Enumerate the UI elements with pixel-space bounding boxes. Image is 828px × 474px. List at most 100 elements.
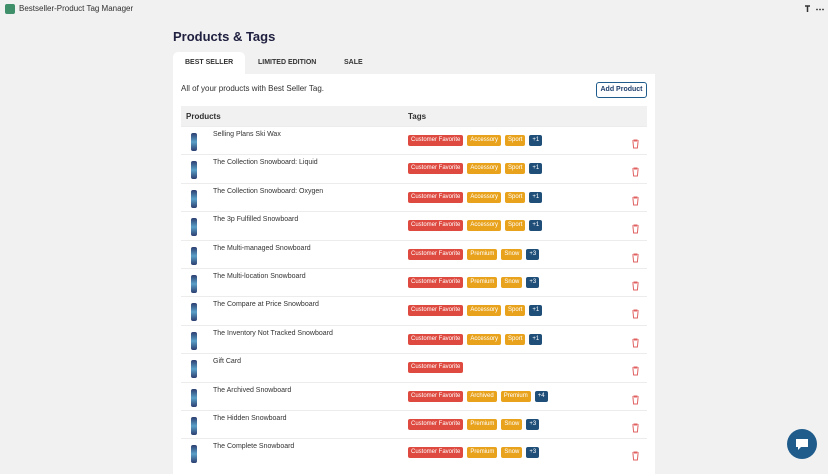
tag: Customer Favorite (408, 135, 464, 146)
more-tags[interactable]: +1 (529, 191, 543, 203)
trash-icon (632, 338, 639, 348)
tag: Accessory (467, 333, 502, 345)
trash-icon (632, 139, 639, 149)
tag: Accessory (467, 163, 502, 175)
tag: Customer Favorite (408, 305, 464, 317)
tag-list: Customer Favorite Archived Premium +4 (408, 390, 548, 402)
product-image (191, 360, 197, 379)
tag-list: Customer Favorite Premium Snow +3 (408, 419, 540, 430)
product-image (191, 303, 197, 322)
top-bar (0, 0, 828, 18)
tag: Sport (505, 135, 526, 146)
product-name: The Inventory Not Tracked Snowboard (213, 329, 333, 337)
product-name: The Hidden Snowboard (213, 415, 287, 422)
more-tags[interactable]: +3 (526, 447, 540, 459)
tag: Customer Favorite (408, 362, 464, 374)
trash-icon (632, 309, 639, 319)
product-name: Selling Plans Ski Wax (213, 131, 281, 138)
chat-icon (796, 439, 808, 450)
tag: Snow (501, 248, 523, 260)
more-tags[interactable]: +1 (529, 135, 543, 146)
tag-list: Customer Favorite Accessory Sport +1 (408, 220, 543, 232)
product-name: The Multi-managed Snowboard (213, 244, 311, 252)
product-name: The Multi-location Snowboard (213, 273, 306, 280)
delete-button[interactable] (631, 306, 640, 324)
table-row: The Compare at Price Snowboard Customer F… (181, 296, 647, 325)
delete-button[interactable] (631, 193, 640, 211)
tag-list: Customer Favorite (408, 362, 464, 374)
tag: Premium (500, 390, 531, 402)
tag-list: Customer Favorite Accessory Sport +1 (408, 191, 543, 203)
more-tags[interactable]: +3 (526, 277, 540, 288)
delete-button[interactable] (631, 448, 640, 466)
product-name: The Collection Snowboard: Oxygen (213, 187, 324, 195)
tag-list: Customer Favorite Accessory Sport +1 (408, 305, 543, 317)
table-row: The 3p Fulfilled Snowboard Customer Favor… (181, 211, 647, 240)
tag: Snow (501, 419, 523, 430)
top-icons[interactable] (804, 5, 824, 14)
tag: Premium (467, 277, 498, 288)
delete-button[interactable] (631, 278, 640, 296)
table-row: Selling Plans Ski Wax Customer Favorite Ac… (181, 126, 647, 155)
delete-button[interactable] (631, 136, 640, 154)
tag: Sport (505, 220, 526, 232)
app-title: Bestseller-Product Tag Manager (19, 4, 134, 13)
more-tags[interactable]: +1 (529, 220, 543, 232)
table-row: The Collection Snowboard: Oxygen Customer… (181, 182, 647, 212)
more-tags[interactable]: +4 (534, 390, 548, 402)
tag: Customer Favorite (408, 163, 464, 175)
tab[interactable]: BEST SELLER (173, 52, 246, 74)
chat-button[interactable] (787, 429, 817, 459)
trash-icon (632, 196, 639, 206)
column-header: Tags (408, 112, 427, 121)
tag: Customer Favorite (408, 447, 464, 459)
tag: Customer Favorite (408, 419, 464, 430)
delete-button[interactable] (631, 250, 640, 268)
product-image (191, 161, 197, 180)
tag: Premium (467, 447, 498, 459)
more-tags[interactable]: +3 (526, 419, 540, 430)
table-row: The Archived Snowboard Customer Favorite A… (181, 381, 647, 411)
add-product-button[interactable]: Add Product (596, 82, 647, 98)
delete-button[interactable] (631, 164, 640, 182)
trash-icon (632, 451, 639, 461)
tag: Accessory (467, 135, 502, 146)
tag: Customer Favorite (408, 333, 464, 345)
tag: Customer Favorite (408, 248, 464, 260)
delete-button[interactable] (631, 392, 640, 410)
trash-icon (632, 281, 639, 291)
tag: Sport (505, 191, 526, 203)
table-header (181, 106, 647, 126)
trash-icon (632, 423, 639, 433)
delete-button[interactable] (631, 363, 640, 381)
tab[interactable]: SALE (344, 59, 363, 66)
product-image (191, 331, 197, 350)
tag: Sport (505, 163, 526, 175)
more-tags[interactable]: +1 (529, 305, 543, 317)
tab[interactable]: LIMITED EDITION (258, 59, 317, 66)
product-image (191, 133, 197, 151)
product-name: Gift Card (213, 358, 242, 366)
product-name: The Complete Snowboard (213, 443, 295, 451)
delete-button[interactable] (631, 335, 640, 353)
product-name: The Archived Snowboard (213, 386, 292, 394)
column-header: Products (186, 112, 221, 121)
table-row: The Multi-managed Snowboard Customer Favo… (181, 239, 647, 269)
trash-icon (632, 366, 639, 376)
more-tags[interactable]: +1 (529, 163, 543, 175)
table-row: Gift Card Customer Favorite (181, 353, 647, 382)
product-image (191, 275, 197, 293)
tag: Accessory (467, 220, 502, 232)
table-row: The Collection Snowboard: Liquid Customer… (181, 154, 647, 183)
more-tags[interactable]: +3 (526, 248, 540, 260)
delete-button[interactable] (631, 221, 640, 239)
app-logo (5, 4, 15, 14)
tag-list: Customer Favorite Accessory Sport +1 (408, 163, 543, 175)
tag-list: Customer Favorite Premium Snow +3 (408, 447, 540, 459)
delete-button[interactable] (631, 420, 640, 438)
tag: Customer Favorite (408, 277, 464, 288)
more-tags[interactable]: +1 (529, 333, 543, 345)
tag: Sport (505, 333, 526, 345)
product-image (191, 417, 197, 435)
